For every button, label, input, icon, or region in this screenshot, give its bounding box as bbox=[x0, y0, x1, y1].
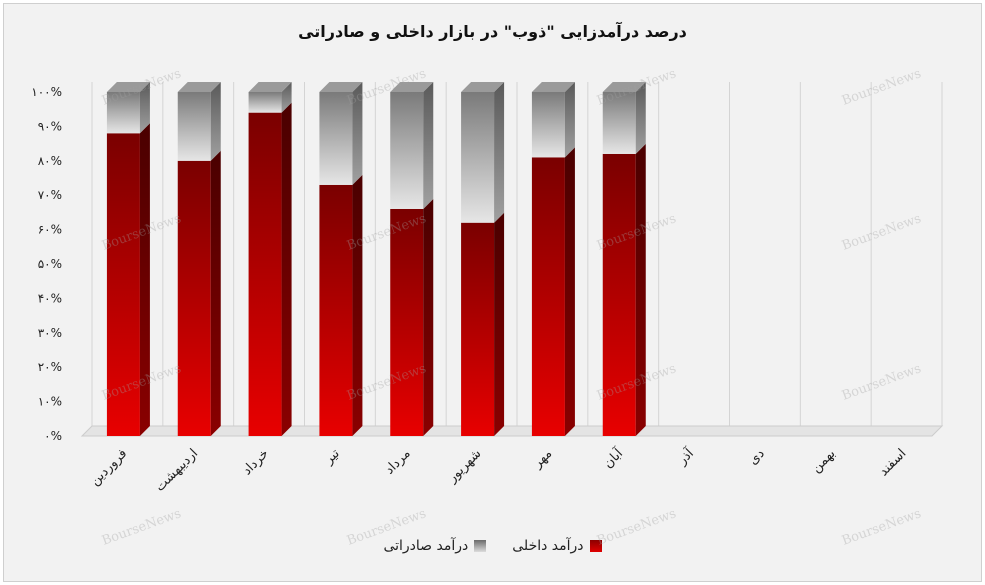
bar-export bbox=[248, 92, 282, 113]
bar-export-side bbox=[352, 82, 363, 185]
x-tick-label: تیر bbox=[321, 446, 343, 468]
chart-floor bbox=[80, 425, 944, 437]
y-tick-label: ۸۰% bbox=[38, 154, 62, 168]
x-tick-label: آبان bbox=[599, 444, 627, 472]
bar-export bbox=[531, 92, 565, 158]
x-tick-label: شهریور bbox=[444, 446, 484, 486]
bar-export-top bbox=[531, 82, 575, 92]
y-tick-label: ۱۰% bbox=[38, 395, 62, 409]
x-tick-label: دی bbox=[746, 446, 768, 468]
bar-domestic-side bbox=[494, 212, 505, 436]
y-tick-label: ۱۰۰% bbox=[31, 85, 62, 99]
bar-domestic bbox=[248, 112, 282, 436]
bar-domestic bbox=[602, 153, 636, 437]
chart-title: درصد درآمدزایی "ذوب" در بازار داخلی و صا… bbox=[298, 22, 687, 41]
bar-export bbox=[106, 92, 140, 134]
y-tick-label: ۰% bbox=[44, 429, 62, 443]
bar-export-top bbox=[602, 82, 646, 92]
y-tick-label: ۶۰% bbox=[38, 223, 62, 237]
y-tick-label: ۵۰% bbox=[38, 257, 62, 271]
bar-domestic bbox=[106, 133, 140, 436]
x-tick-label: مرداد bbox=[382, 446, 413, 477]
x-tick-label: آذر bbox=[673, 444, 698, 469]
bar-export-top bbox=[461, 82, 505, 92]
bar-domestic bbox=[177, 160, 211, 437]
bar-domestic bbox=[319, 184, 353, 436]
legend-label-domestic: درآمد داخلی bbox=[512, 538, 584, 554]
x-tick-label: مهر bbox=[530, 446, 556, 472]
x-tick-label: خرداد bbox=[240, 446, 272, 478]
bar-export-side bbox=[210, 82, 221, 161]
bar-export-side bbox=[423, 82, 434, 209]
bar-domestic-side bbox=[352, 174, 363, 436]
legend-item-domestic: درآمد داخلی bbox=[512, 538, 602, 554]
bar-export bbox=[390, 92, 424, 209]
legend-item-export: درآمد صادراتی bbox=[383, 538, 487, 554]
x-tick-label: فروردین bbox=[88, 446, 131, 489]
bar-export bbox=[177, 92, 211, 161]
bar-export-side bbox=[635, 82, 646, 154]
bar-export-top bbox=[106, 82, 150, 92]
x-tick-label: بهمن bbox=[809, 446, 839, 476]
bar-domestic bbox=[531, 157, 565, 437]
y-tick-label: ۴۰% bbox=[38, 291, 62, 305]
legend-swatch-export bbox=[474, 540, 487, 552]
bar-export-top bbox=[319, 82, 363, 92]
y-tick-label: ۳۰% bbox=[38, 326, 62, 340]
legend: درآمد داخلی درآمد صادراتی bbox=[0, 538, 985, 554]
bar-export bbox=[461, 92, 495, 223]
y-tick-label: ۲۰% bbox=[38, 360, 62, 374]
bar-domestic bbox=[461, 222, 495, 436]
bar-export-side bbox=[494, 82, 505, 223]
bar-domestic bbox=[390, 208, 424, 436]
y-tick-label: ۷۰% bbox=[38, 188, 62, 202]
y-tick-label: ۹۰% bbox=[38, 119, 62, 133]
bar-domestic-side bbox=[423, 198, 434, 436]
legend-swatch-domestic bbox=[589, 540, 602, 552]
bar-export-side bbox=[564, 82, 575, 158]
bar-domestic-side bbox=[139, 123, 150, 436]
legend-label-export: درآمد صادراتی bbox=[383, 538, 469, 554]
bar-export bbox=[319, 92, 353, 185]
bar-domestic-side bbox=[635, 143, 646, 437]
bar-export-side bbox=[139, 82, 150, 134]
x-tick-label: اسفند bbox=[876, 446, 909, 479]
bar-export bbox=[602, 92, 636, 154]
bar-export-top bbox=[248, 82, 292, 92]
bar-domestic-side bbox=[210, 150, 221, 437]
bar-domestic-side bbox=[564, 147, 575, 437]
bar-export-side bbox=[281, 82, 292, 113]
bar-export-top bbox=[177, 82, 221, 92]
x-tick-label: اردیبهشت bbox=[153, 446, 201, 494]
bar-export-top bbox=[390, 82, 434, 92]
bar-domestic-side bbox=[281, 102, 292, 436]
